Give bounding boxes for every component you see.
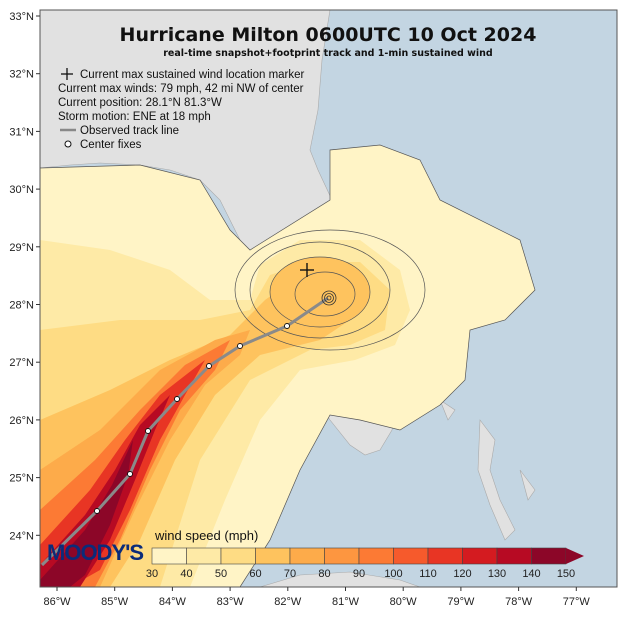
land-cuba xyxy=(259,571,421,587)
lon-tick-label: 85°W xyxy=(101,596,129,608)
center-fix-icon xyxy=(64,140,72,148)
colorbar-label: wind speed (mph) xyxy=(154,528,258,543)
center-fixes xyxy=(94,323,290,514)
map-frame xyxy=(39,9,618,588)
legend-fixes: Center fixes xyxy=(80,139,142,151)
wind-swath-band-140 xyxy=(40,440,133,587)
legend: Current max sustained wind location mark… xyxy=(58,68,305,151)
colorbar-bin-70 xyxy=(289,547,325,565)
colorbar-tick: 70 xyxy=(284,568,296,580)
colorbar-tick: 80 xyxy=(318,568,330,580)
legend-marker: Current max sustained wind location mark… xyxy=(80,69,305,81)
colorbar-bin-80 xyxy=(324,547,360,565)
lon-tick-label: 82°W xyxy=(274,596,302,608)
colorbar-bin-30 xyxy=(151,547,187,565)
legend-position: Current position: 28.1°N 81.3°W xyxy=(58,97,222,109)
colorbar-tick: 110 xyxy=(419,568,437,580)
moodys-logo: MOODY'S xyxy=(47,540,143,565)
colorbar-bin-140 xyxy=(531,547,567,565)
legend-track: Observed track line xyxy=(80,125,179,137)
longitude-axis: 86°W 85°W 84°W 83°W 82°W 81°W 80°W 79°W 78°W 77°W xyxy=(43,587,590,608)
lat-tick-label: 31°N xyxy=(9,126,34,138)
center-fix xyxy=(145,428,151,434)
colorbar-bin-50 xyxy=(220,547,256,565)
lon-tick-label: 77°W xyxy=(563,596,591,608)
lon-tick-label: 86°W xyxy=(43,596,71,608)
colorbar-tick: 120 xyxy=(453,568,471,580)
wind-contour xyxy=(249,241,391,339)
colorbar: 30 40 50 60 70 80 90 100 110 120 130 140 150 xyxy=(146,547,584,580)
lat-tick-label: 24°N xyxy=(9,530,34,542)
colorbar-tick: 60 xyxy=(249,568,261,580)
lon-tick-label: 79°W xyxy=(447,596,475,608)
center-fix xyxy=(237,343,243,349)
colorbar-tick: 150 xyxy=(557,568,575,580)
map-title: Hurricane Milton 0600UTC 10 Oct 2024 xyxy=(120,24,537,46)
colorbar-bin-110 xyxy=(427,547,463,565)
colorbar-bin-40 xyxy=(186,547,222,565)
legend-max-winds: Current max winds: 79 mph, 42 mi NW of c… xyxy=(58,83,304,95)
colorbar-bin-120 xyxy=(462,547,498,565)
lat-tick-label: 25°N xyxy=(9,473,34,485)
colorbar-tick: 140 xyxy=(522,568,540,580)
colorbar-extend-arrow xyxy=(566,548,584,564)
lat-tick-label: 32°N xyxy=(9,69,34,81)
current-position-marker xyxy=(321,290,337,306)
land-bahamas xyxy=(439,399,536,541)
lon-tick-label: 78°W xyxy=(505,596,533,608)
plus-marker-icon xyxy=(61,68,73,80)
lon-tick-label: 80°W xyxy=(390,596,418,608)
center-fix xyxy=(174,396,180,402)
lat-tick-label: 33°N xyxy=(9,11,34,23)
colorbar-bin-90 xyxy=(358,547,394,565)
colorbar-tick: 30 xyxy=(146,568,158,580)
colorbar-tick: 130 xyxy=(488,568,506,580)
center-fix xyxy=(284,323,290,329)
center-fix xyxy=(127,471,133,477)
center-fix xyxy=(206,363,212,369)
lon-tick-label: 84°W xyxy=(159,596,187,608)
center-fix xyxy=(94,508,100,514)
wind-contour xyxy=(294,271,356,317)
legend-motion: Storm motion: ENE at 18 mph xyxy=(58,111,211,123)
wind-swath-band-130 xyxy=(40,395,170,587)
wind-swath xyxy=(40,144,536,587)
colorbar-bin-100 xyxy=(393,547,429,565)
lat-tick-label: 29°N xyxy=(9,242,34,254)
max-wind-marker xyxy=(300,263,314,277)
latitude-axis: 33°N 32°N 31°N 30°N 29°N 28°N 27°N 26°N 25°N 24°N xyxy=(9,11,40,542)
lon-tick-label: 81°W xyxy=(332,596,360,608)
lat-tick-label: 27°N xyxy=(9,357,34,369)
map-subtitle: real-time snapshot+footprint track and 1… xyxy=(163,48,493,59)
lon-tick-label: 83°W xyxy=(217,596,245,608)
colorbar-tick: 100 xyxy=(384,568,402,580)
colorbar-bin-60 xyxy=(255,547,291,565)
colorbar-tick: 50 xyxy=(215,568,227,580)
lat-tick-label: 28°N xyxy=(9,300,34,312)
wind-contour xyxy=(234,229,426,351)
lat-tick-label: 30°N xyxy=(9,184,34,196)
colorbar-tick: 40 xyxy=(180,568,192,580)
colorbar-tick: 90 xyxy=(353,568,365,580)
lat-tick-label: 26°N xyxy=(9,415,34,427)
colorbar-bin-130 xyxy=(496,547,532,565)
